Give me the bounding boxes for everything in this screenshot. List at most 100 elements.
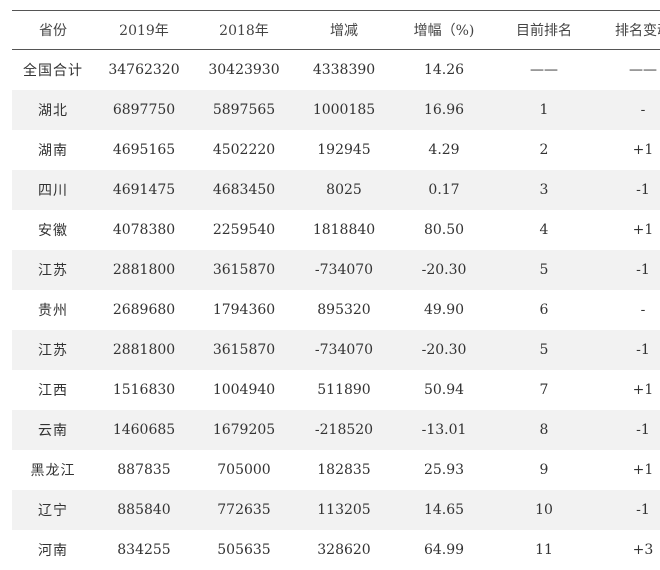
cell-province: 江西: [38, 382, 68, 399]
cell-province: 江苏: [38, 262, 68, 279]
cell-2018: 505635: [217, 541, 271, 558]
cell-2018: 4502220: [212, 141, 276, 158]
cell-2018: 4683450: [212, 181, 276, 198]
header-change: 增减: [330, 23, 358, 39]
header-growth-pct: 增幅（%): [413, 23, 475, 39]
cell-current-rank: 5: [539, 341, 549, 358]
cell-current-rank: 9: [539, 461, 549, 478]
header-current-rank: 目前排名: [516, 23, 572, 39]
cell-rank-change: -1: [636, 421, 650, 438]
cell-growth-pct: 80.50: [423, 221, 465, 238]
cell-change: -218520: [314, 421, 374, 438]
table-row: 辽宁 885840 772635 113205 14.65 10 -1: [12, 489, 660, 530]
cell-change: -734070: [314, 261, 374, 278]
cell-2019: 887835: [117, 461, 171, 478]
cell-growth-pct: 14.26: [423, 61, 465, 78]
cell-change: 1818840: [312, 221, 376, 238]
cell-current-rank: 8: [539, 421, 549, 438]
cell-rank-change: -1: [636, 501, 650, 518]
cell-change: 182835: [317, 461, 371, 478]
cell-rank-change: +1: [632, 141, 654, 158]
cell-2018: 705000: [217, 461, 271, 478]
cell-rank-change: -: [640, 301, 646, 318]
cell-current-rank: 10: [535, 501, 553, 518]
cell-change: 1000185: [312, 101, 376, 118]
cell-province: 贵州: [38, 302, 68, 319]
table-row: 湖南 4695165 4502220 192945 4.29 2 +1: [12, 130, 660, 170]
table-row: 安徽 4078380 2259540 1818840 80.50 4 +1: [12, 210, 660, 250]
cell-growth-pct: 64.99: [423, 541, 465, 558]
cell-change: -734070: [314, 341, 374, 358]
cell-growth-pct: -13.01: [421, 421, 467, 438]
table-row: 黑龙江 887835 705000 182835 25.93 9 +1: [12, 450, 660, 490]
cell-2019: 2689680: [112, 301, 176, 318]
cell-current-rank: 7: [539, 381, 549, 398]
table-row: 四川 4691475 4683450 8025 0.17 3 -1: [12, 169, 660, 210]
cell-growth-pct: 50.94: [423, 381, 465, 398]
cell-current-rank: 1: [539, 101, 549, 118]
cell-rank-change: +1: [632, 221, 654, 238]
province-ranking-table: 省份 2019年 2018年 增减 增幅（%) 目前排名 排名变动 全国合计 34762320…: [12, 10, 660, 570]
cell-province: 全国合计: [23, 62, 83, 79]
cell-2019: 4691475: [112, 181, 176, 198]
cell-growth-pct: 49.90: [423, 301, 465, 318]
cell-2018: 3615870: [212, 341, 276, 358]
cell-2019: 34762320: [108, 61, 180, 78]
cell-province: 四川: [38, 182, 68, 199]
cell-rank-change: +1: [632, 461, 654, 478]
data-table-container: 省份 2019年 2018年 增减 增幅（%) 目前排名 排名变动 全国合计 34762320…: [12, 10, 660, 570]
table-row: 江苏 2881800 3615870 -734070 -20.30 5 -1: [12, 249, 660, 290]
cell-2018: 5897565: [212, 101, 276, 118]
cell-change: 511890: [317, 381, 371, 398]
cell-rank-change: -1: [636, 341, 650, 358]
cell-current-rank: 11: [535, 541, 553, 558]
cell-change: 4338390: [312, 61, 376, 78]
cell-2018: 1794360: [212, 301, 276, 318]
table-body: 全国合计 34762320 30423930 4338390 14.26 —— —— 湖北 68…: [12, 50, 660, 570]
cell-2019: 834255: [117, 541, 171, 558]
cell-growth-pct: -20.30: [421, 341, 467, 358]
header-2019: 2019年: [119, 23, 169, 39]
cell-2018: 1679205: [212, 421, 276, 438]
cell-current-rank: 3: [539, 181, 549, 198]
cell-change: 328620: [317, 541, 371, 558]
cell-current-rank: 6: [539, 301, 549, 318]
cell-2018: 1004940: [212, 381, 276, 398]
cell-current-rank: ——: [530, 61, 558, 78]
cell-2019: 4078380: [112, 221, 176, 238]
cell-growth-pct: 16.96: [423, 101, 465, 118]
header-row: 省份 2019年 2018年 增减 增幅（%) 目前排名 排名变动: [12, 10, 660, 50]
cell-growth-pct: 4.29: [428, 141, 460, 158]
cell-current-rank: 4: [539, 221, 549, 238]
cell-growth-pct: -20.30: [421, 261, 467, 278]
cell-current-rank: 2: [539, 141, 549, 158]
cell-rank-change: -1: [636, 261, 650, 278]
cell-change: 895320: [317, 301, 371, 318]
cell-2018: 3615870: [212, 261, 276, 278]
table-row: 江苏 2881800 3615870 -734070 -20.30 5 -1: [12, 329, 660, 370]
cell-province: 黑龙江: [30, 462, 76, 479]
cell-2019: 4695165: [112, 141, 176, 158]
cell-province: 湖南: [38, 142, 68, 159]
cell-2019: 1516830: [112, 381, 176, 398]
cell-rank-change: -: [640, 101, 646, 118]
cell-2018: 30423930: [208, 61, 280, 78]
table-row: 云南 1460685 1679205 -218520 -13.01 8 -1: [12, 409, 660, 450]
cell-change: 113205: [317, 501, 371, 518]
header-rank-change: 排名变动: [615, 23, 660, 39]
cell-growth-pct: 14.65: [423, 501, 465, 518]
cell-province: 云南: [38, 422, 68, 439]
table-row: 江西 1516830 1004940 511890 50.94 7 +1: [12, 370, 660, 410]
cell-change: 8025: [326, 181, 362, 198]
cell-2018: 2259540: [212, 221, 276, 238]
cell-2019: 6897750: [112, 101, 176, 118]
cell-province: 湖北: [38, 102, 68, 119]
header-province: 省份: [39, 23, 67, 39]
cell-current-rank: 5: [539, 261, 549, 278]
cell-rank-change: +1: [632, 381, 654, 398]
cell-province: 江苏: [38, 342, 68, 359]
cell-2019: 2881800: [112, 341, 176, 358]
cell-province: 辽宁: [38, 502, 68, 519]
cell-growth-pct: 25.93: [423, 461, 465, 478]
cell-rank-change: -1: [636, 181, 650, 198]
